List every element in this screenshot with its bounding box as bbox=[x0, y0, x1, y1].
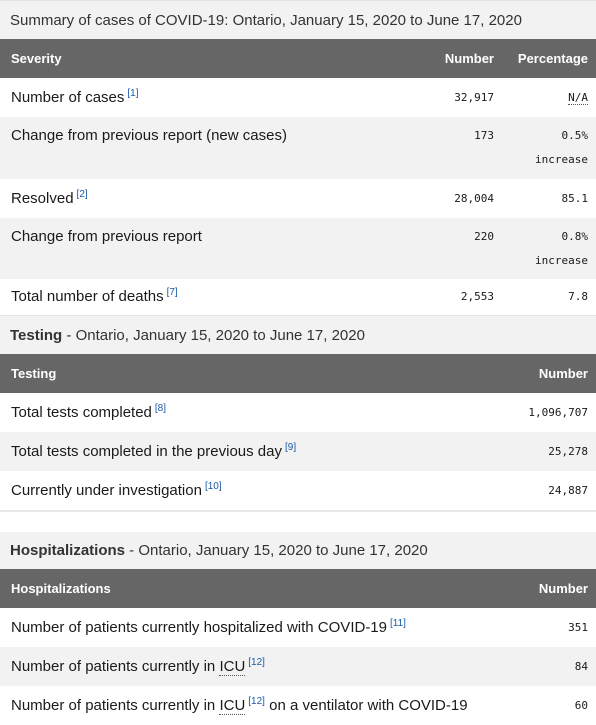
table-row: Number of patients currently in ICU [12] … bbox=[0, 686, 596, 725]
icu-abbreviation[interactable]: ICU bbox=[219, 697, 246, 715]
header-percentage: Percentage bbox=[517, 51, 588, 66]
table-row: Number of patients currently hospitalize… bbox=[0, 608, 596, 647]
header-number: Number bbox=[538, 581, 588, 596]
header-hospitalizations: Hospitalizations bbox=[11, 581, 111, 596]
row-label: Number of patients currently in bbox=[11, 658, 220, 675]
footnote-link[interactable]: [7] bbox=[166, 287, 178, 298]
hospitalizations-caption: Hospitalizations - Ontario, January 15, … bbox=[0, 532, 596, 569]
header-testing: Testing bbox=[11, 366, 57, 381]
header-number: Number bbox=[444, 51, 494, 66]
table-row: Resolved [2] 28,004 85.1 bbox=[0, 179, 596, 218]
row-number: 351 bbox=[568, 621, 588, 634]
row-number: 24,887 bbox=[548, 484, 588, 497]
hospitalizations-caption-title: Hospitalizations bbox=[10, 542, 126, 559]
footnote-link[interactable]: [1] bbox=[127, 88, 139, 99]
row-percentage-note: increase bbox=[535, 254, 588, 267]
testing-caption: Testing - Ontario, January 15, 2020 to J… bbox=[0, 315, 596, 354]
testing-caption-title: Testing bbox=[10, 326, 63, 344]
row-number: 220 bbox=[474, 230, 494, 243]
table-row: Change from previous report (new cases) … bbox=[0, 117, 596, 179]
row-label: Change from previous report (new cases) bbox=[11, 127, 287, 144]
footnote-link[interactable]: [10] bbox=[204, 481, 222, 492]
header-severity: Severity bbox=[11, 51, 62, 66]
testing-table-header: Testing Number bbox=[0, 354, 596, 393]
row-label: Total tests completed bbox=[11, 404, 152, 421]
table-row: Change from previous report 220 0.8% inc… bbox=[0, 218, 596, 279]
table-row: Total number of deaths [7] 2,553 7.8 bbox=[0, 279, 596, 315]
table-row: Total tests completed [8] 1,096,707 bbox=[0, 393, 596, 432]
footnote-link[interactable]: [2] bbox=[76, 189, 88, 200]
footnote-link[interactable]: [9] bbox=[284, 442, 297, 453]
row-label: Number of patients currently in bbox=[11, 697, 220, 714]
summary-caption-text: Summary of cases of COVID-19: Ontario, J… bbox=[10, 11, 522, 29]
hospitalizations-table-header: Hospitalizations Number bbox=[0, 569, 596, 608]
row-number: 28,004 bbox=[454, 192, 494, 205]
row-number: 84 bbox=[574, 660, 588, 673]
section-divider bbox=[0, 510, 596, 532]
row-percentage: 0.8% bbox=[561, 230, 589, 243]
row-label: Number of patients currently hospitalize… bbox=[11, 619, 387, 636]
footnote-link[interactable]: [12] bbox=[248, 657, 265, 668]
row-percentage-note: increase bbox=[535, 153, 588, 166]
row-label: Change from previous report bbox=[11, 228, 202, 245]
icu-abbreviation[interactable]: ICU bbox=[219, 658, 246, 676]
row-label: Total number of deaths bbox=[11, 288, 164, 305]
footnote-link[interactable]: [8] bbox=[154, 403, 167, 414]
row-label: Resolved bbox=[11, 190, 74, 207]
row-percentage: 85.1 bbox=[561, 192, 589, 205]
row-label-suffix: on a ventilator with COVID-19 bbox=[264, 697, 468, 714]
row-number: 25,278 bbox=[548, 445, 588, 458]
row-percentage: 7.8 bbox=[568, 290, 588, 303]
row-number: 60 bbox=[574, 699, 588, 712]
row-number: 173 bbox=[474, 129, 494, 142]
hospitalizations-caption-range: - Ontario, January 15, 2020 to June 17, … bbox=[125, 542, 428, 559]
footnote-link[interactable]: [11] bbox=[390, 618, 406, 629]
row-label: Currently under investigation bbox=[11, 482, 202, 499]
row-percentage: 0.5% bbox=[561, 129, 589, 142]
row-label: Number of cases bbox=[11, 89, 125, 106]
row-number: 1,096,707 bbox=[528, 406, 588, 419]
row-number: 32,917 bbox=[454, 91, 494, 104]
table-row: Number of patients currently in ICU [12] … bbox=[0, 647, 596, 686]
header-number: Number bbox=[538, 366, 588, 381]
table-row: Total tests completed in the previous da… bbox=[0, 432, 596, 471]
footnote-link[interactable]: [12] bbox=[248, 696, 265, 707]
summary-caption: Summary of cases of COVID-19: Ontario, J… bbox=[0, 0, 596, 39]
testing-caption-range: - Ontario, January 15, 2020 to June 17, … bbox=[62, 326, 365, 344]
table-row: Number of cases [1] 32,917 N/A bbox=[0, 78, 596, 117]
row-number: 2,553 bbox=[460, 290, 494, 303]
row-percentage: N/A bbox=[568, 91, 588, 105]
severity-table-header: Severity Number Percentage bbox=[0, 39, 596, 78]
table-row: Currently under investigation [10] 24,887 bbox=[0, 471, 596, 510]
row-label: Total tests completed in the previous da… bbox=[11, 443, 282, 460]
